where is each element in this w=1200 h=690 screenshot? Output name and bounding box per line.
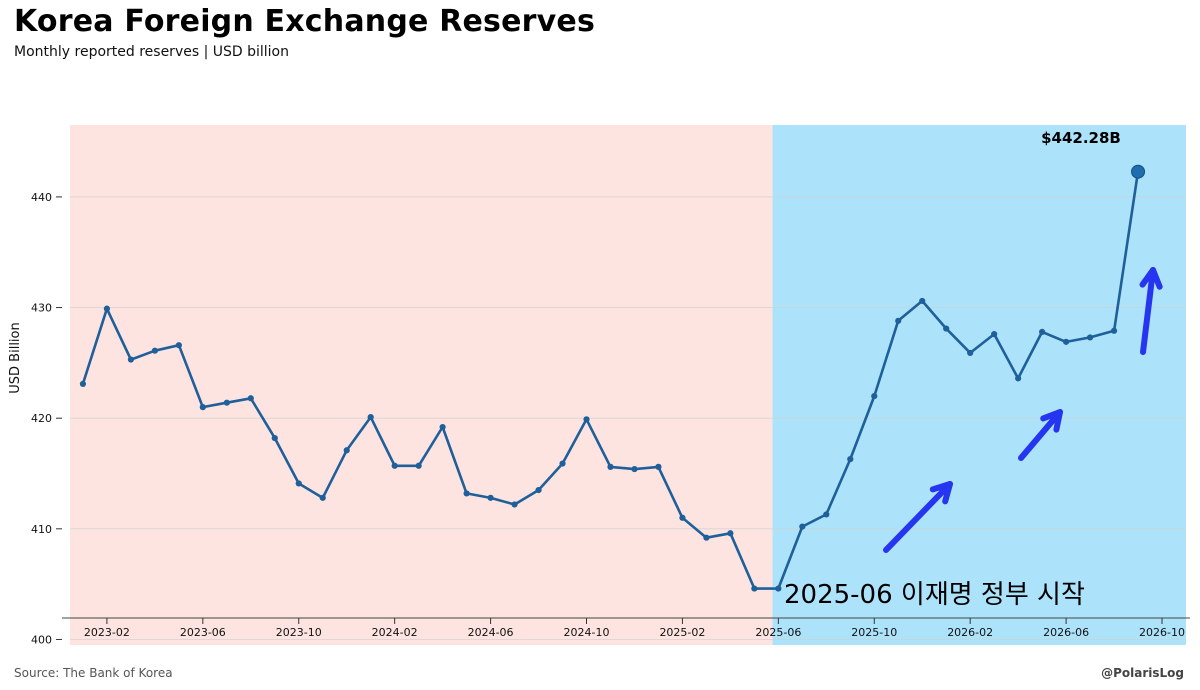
data-point xyxy=(103,305,111,312)
data-point xyxy=(1039,328,1046,335)
x-tick-label: 2026-06 xyxy=(1043,626,1089,639)
trend-arrow-head xyxy=(929,481,953,505)
data-point xyxy=(223,399,230,406)
data-point xyxy=(415,462,422,469)
data-point xyxy=(343,447,350,454)
chart-title: Korea Foreign Exchange Reserves xyxy=(14,4,596,39)
trend-arrow-shaft xyxy=(1018,409,1063,461)
data-point xyxy=(463,490,470,497)
trend-arrow-head xyxy=(1040,409,1063,433)
y-axis-label: USD Billion xyxy=(8,322,23,393)
data-point xyxy=(79,380,87,387)
data-point xyxy=(895,317,902,324)
y-tick-label: 400 xyxy=(31,633,52,646)
data-point xyxy=(391,462,398,469)
y-tick-label: 430 xyxy=(31,302,52,315)
x-tick-label: 2023-02 xyxy=(84,626,130,639)
data-point xyxy=(583,416,590,423)
data-point xyxy=(1110,327,1118,334)
y-tick-label: 420 xyxy=(31,412,52,425)
data-point xyxy=(1086,334,1094,341)
trend-arrows xyxy=(883,267,1163,553)
data-point xyxy=(967,349,974,357)
trend-arrow-shaft xyxy=(883,481,953,553)
data-point xyxy=(367,413,374,421)
data-point xyxy=(1015,375,1022,382)
data-point xyxy=(295,480,302,487)
data-point xyxy=(607,463,614,470)
x-tick-label: 2025-02 xyxy=(659,626,705,639)
peak-point xyxy=(1131,164,1146,179)
x-tick-label: 2023-06 xyxy=(180,626,226,639)
x-tick-label: 2025-06 xyxy=(755,626,801,639)
period-shading xyxy=(70,125,1186,645)
axes: 400 410 420 430 440 2023-02 2023-06 2023-10 2024… xyxy=(31,191,1190,646)
x-tick-label: 2024-02 xyxy=(372,626,418,639)
x-tick-label: 2026-02 xyxy=(947,626,993,639)
data-point xyxy=(559,460,566,467)
x-tick-label: 2026-10 xyxy=(1139,626,1185,639)
data-point xyxy=(199,404,206,411)
data-point xyxy=(943,325,950,332)
data-point xyxy=(991,331,998,338)
data-point xyxy=(247,395,254,402)
data-point xyxy=(919,297,926,305)
data-point xyxy=(439,423,446,431)
series-layer xyxy=(79,164,1146,592)
data-point xyxy=(871,392,878,400)
data-point xyxy=(679,514,686,521)
chart-subtitle: Monthly reported reserves | USD billion xyxy=(14,44,289,60)
government-start-annotation: 2025-06 이재명 정부 시작 xyxy=(784,580,1085,610)
data-point xyxy=(271,435,278,442)
data-point xyxy=(487,494,494,501)
x-tick-label: 2024-06 xyxy=(468,626,514,639)
data-point xyxy=(727,530,734,537)
x-tick-label: 2025-10 xyxy=(851,626,897,639)
data-point xyxy=(751,585,758,592)
data-point xyxy=(775,585,782,592)
y-tick-label: 440 xyxy=(31,191,52,204)
y-tick-label: 410 xyxy=(31,523,52,536)
data-point xyxy=(1063,338,1070,345)
data-point xyxy=(535,487,542,494)
data-point xyxy=(799,523,806,530)
data-point xyxy=(823,511,830,518)
peak-value-label: $442.28B xyxy=(1041,129,1121,147)
labels-layer: USD Billion $442.28B 2025-06 이재명 정부 시작 xyxy=(8,129,1121,610)
source-note: Source: The Bank of Korea xyxy=(14,666,173,680)
author-handle: @PolarisLog xyxy=(1101,666,1184,680)
data-point xyxy=(631,465,638,473)
data-point xyxy=(319,494,326,501)
data-point xyxy=(175,342,182,349)
period-region-0 xyxy=(70,125,773,645)
period-region-1 xyxy=(772,125,1186,645)
trend-arrow-shaft xyxy=(1140,267,1156,355)
data-point xyxy=(127,356,134,363)
data-point xyxy=(703,534,710,541)
data-point xyxy=(511,501,518,508)
gridlines xyxy=(70,196,1186,640)
data-point xyxy=(151,347,158,354)
data-point xyxy=(847,456,854,463)
x-tick-label: 2023-10 xyxy=(276,626,322,639)
trend-arrow-head xyxy=(1139,267,1163,290)
data-point xyxy=(655,463,662,470)
x-tick-label: 2024-10 xyxy=(564,626,610,639)
